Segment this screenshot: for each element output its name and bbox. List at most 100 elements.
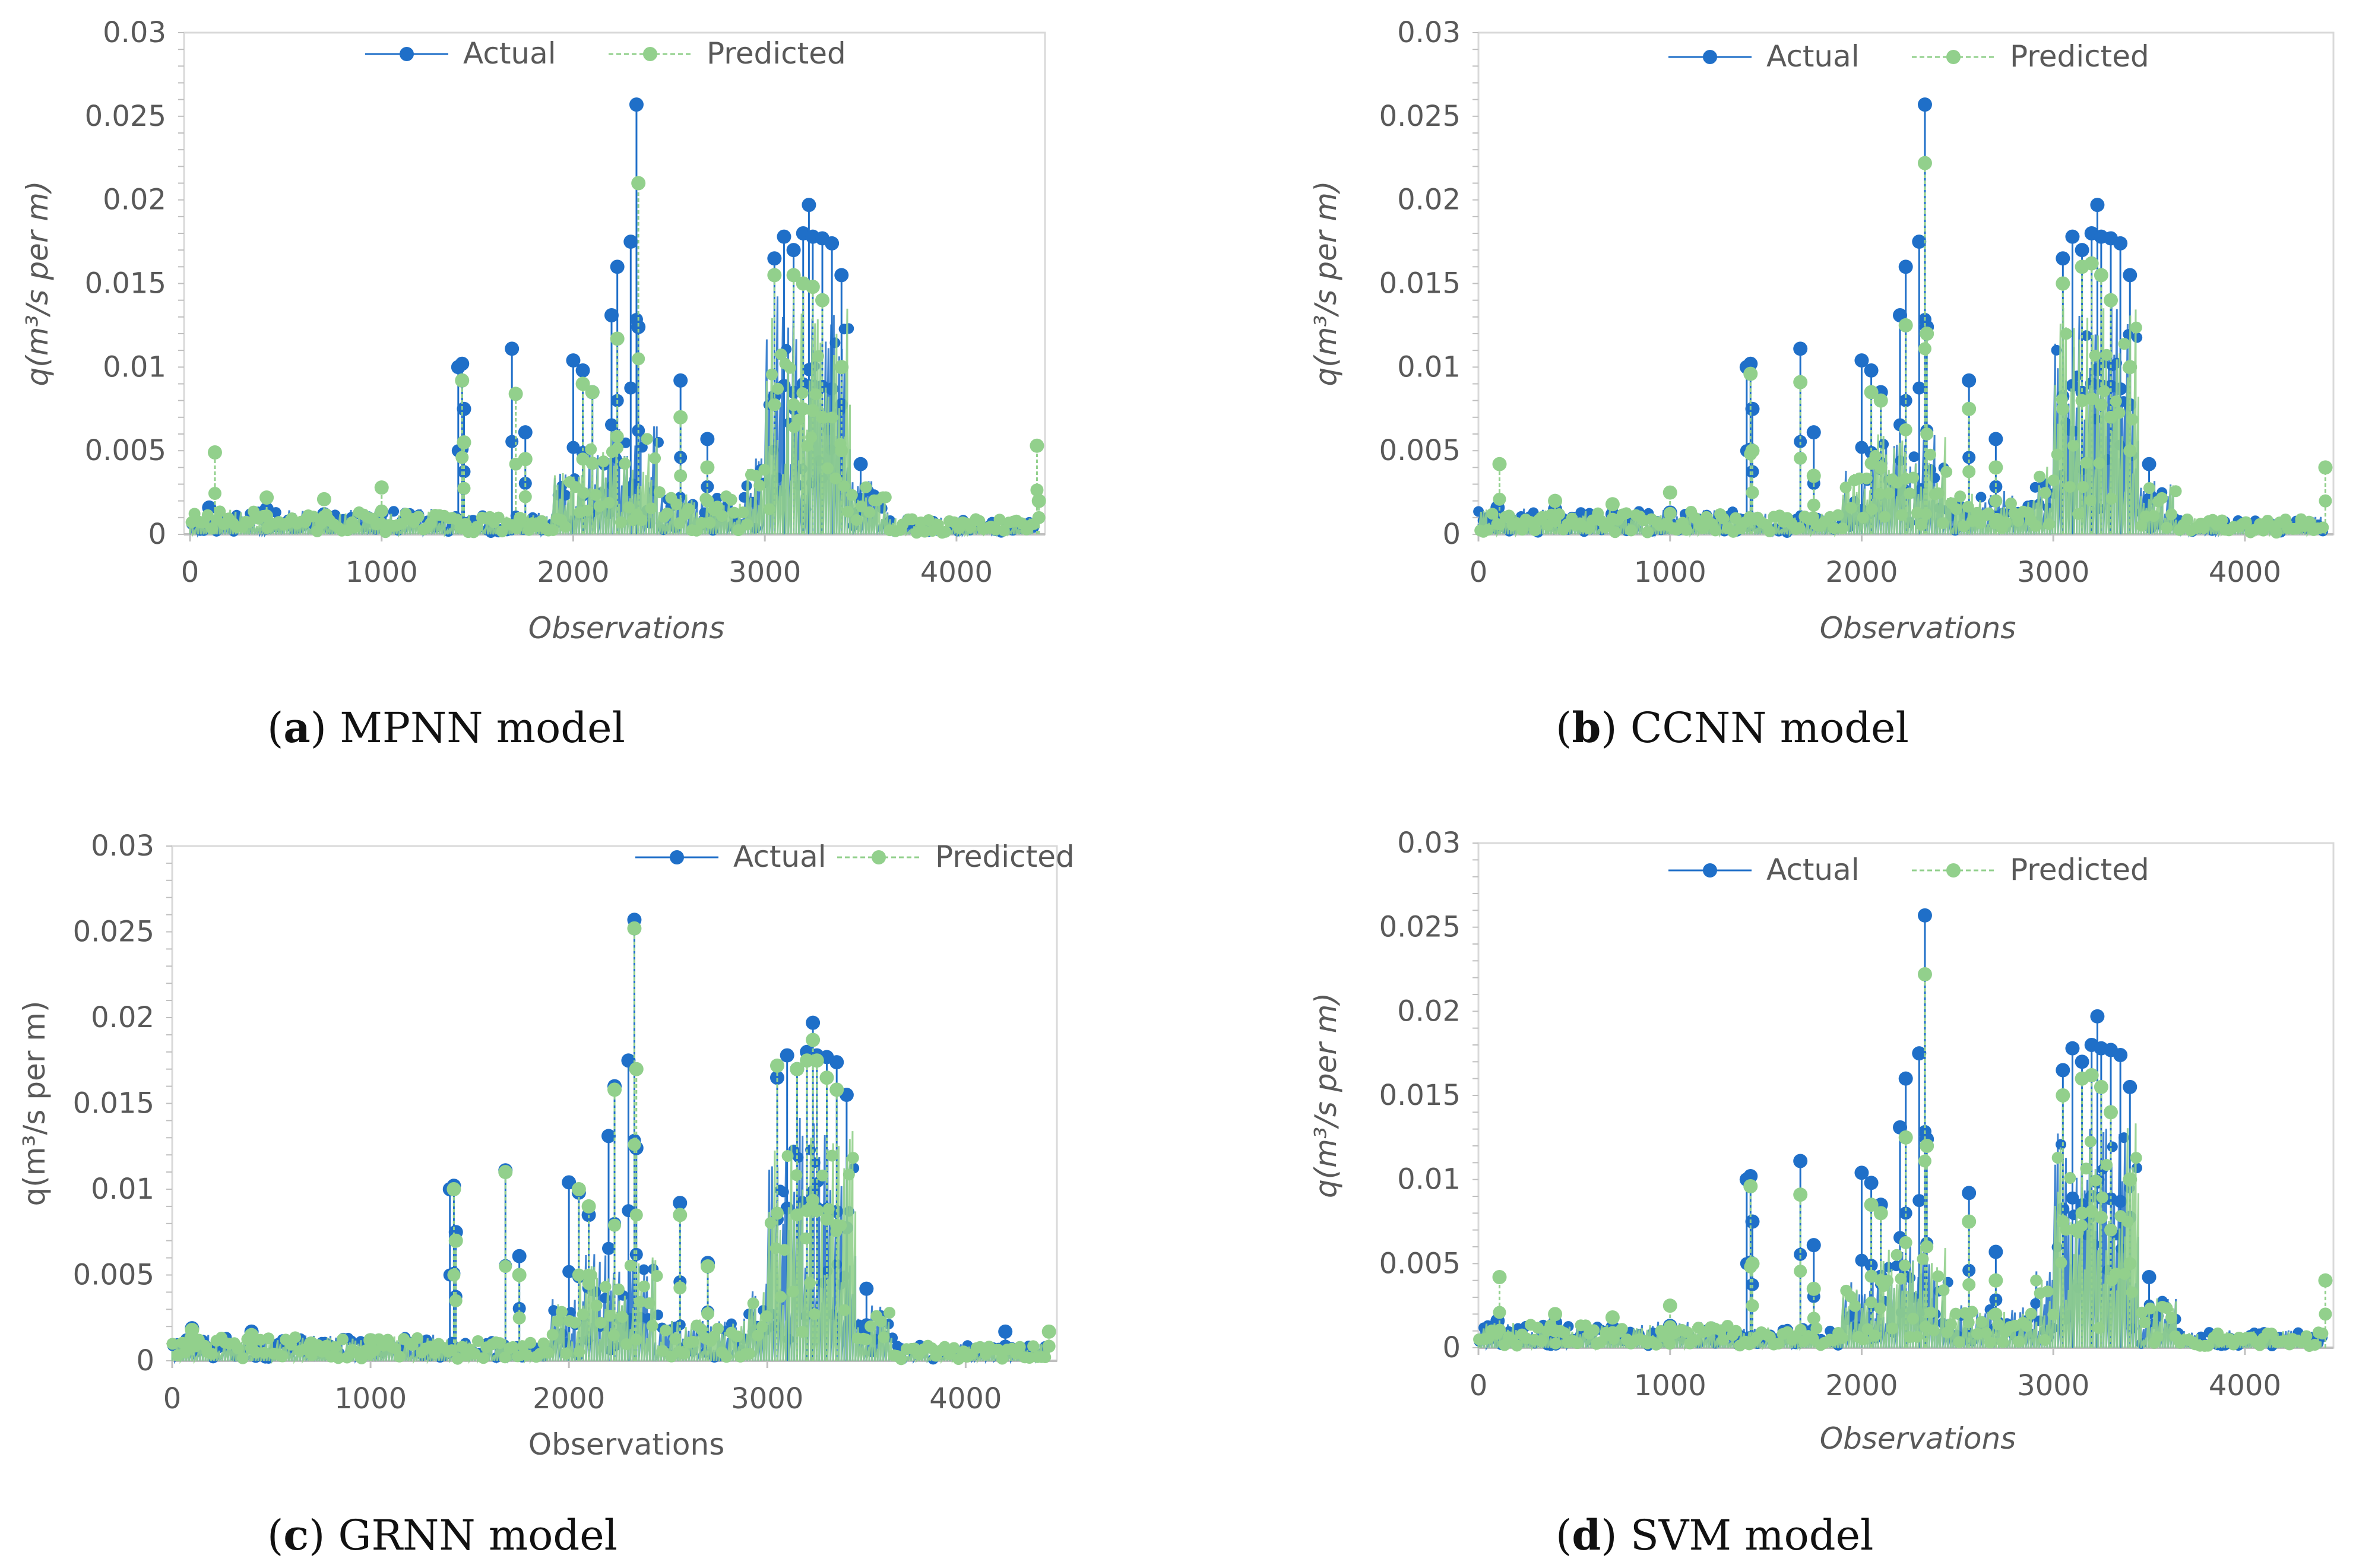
series-point [346,1335,357,1347]
y-tick-label: 0.005 [85,434,166,467]
y-tick-label: 0.01 [1397,350,1461,384]
series-point [520,1349,533,1361]
series-point [778,1244,791,1256]
series-point [731,1330,743,1342]
legend-marker [1946,863,1961,878]
series-peak-point [853,457,868,471]
series-peak-point [2094,1211,2108,1224]
series-point [612,1283,625,1295]
series-point [2093,457,2105,470]
series-point [214,505,226,518]
series-peak-point [1917,908,1932,923]
y-tick-label: 0 [1442,1331,1461,1364]
series-peak-point [2123,444,2137,458]
series-point [307,511,319,523]
series-peak-point [512,1249,527,1263]
series-peak-point [2319,494,2332,508]
series-peak-point [820,1212,834,1226]
series-peak-point [2085,392,2098,406]
series-point [2156,492,2168,504]
series-actual [1474,908,2328,1352]
series-peak-point [1493,492,1506,506]
series-peak-point [1793,375,1808,389]
series-point [1980,1327,1993,1339]
series-peak-point [1745,1256,1760,1271]
series-point [763,503,775,515]
series-peak-point [518,425,533,440]
series-point [429,1347,441,1360]
series-point [1575,507,1586,518]
series-peak-point [364,1344,378,1357]
series-peak-point [2075,243,2089,258]
x-axis-title: Observations [1820,1421,2016,1456]
series-point [560,1347,572,1360]
series-point [860,481,872,493]
series-point [682,503,695,515]
legend-marker [643,47,657,61]
series-point [1997,1336,2009,1348]
series-peak-point [700,460,715,475]
series-point [2004,498,2017,510]
series-point [863,506,876,518]
series-point [1924,448,1936,461]
series-point [645,502,657,515]
series-peak-point [605,418,618,432]
series-peak-point [508,387,523,401]
y-tick-label: 0.02 [103,183,166,217]
legend: Actual Predicted [365,36,846,71]
series-peak-point [610,259,625,274]
y-tick-label: 0.03 [103,16,166,49]
series-peak-point [1912,235,1927,249]
series-point [477,1352,490,1364]
series-peak-point [835,398,848,411]
series-peak-point [2094,268,2108,283]
series-peak-point [770,1070,784,1085]
series-peak-point [2056,1063,2070,1078]
panel-caption: (a) MPNN model [267,703,625,752]
series-point [620,437,631,448]
series-point [2084,1135,2097,1148]
series-point [1836,1332,1849,1344]
series-point [1595,1336,1607,1348]
y-tick-label: 0.005 [1379,434,1461,467]
series-peak-point [2123,1079,2138,1094]
series-peak-point [2075,1054,2089,1069]
series-peak-point [2094,1079,2108,1094]
series-peak-point [1662,1298,1677,1313]
series-point [638,1280,650,1293]
series-point [2056,394,2068,406]
series-peak-point [767,251,782,266]
series-peak-point [674,469,688,483]
x-tick-label: 4000 [2209,556,2281,589]
series-peak-point [375,504,388,518]
series-peak-point [1030,483,1044,497]
series-peak-point [1794,451,1807,465]
series-point [1879,511,1891,523]
series-peak-point [363,1333,378,1348]
series-peak-point [1793,1187,1808,1202]
series-peak-point [770,1058,784,1073]
series-point [2021,1320,2033,1332]
series-point [1516,524,1528,536]
panel-caption: (c) GRNN model [267,1510,618,1560]
series-peak-point [2065,1041,2080,1056]
series-point [1014,1341,1026,1353]
series-peak-point [1917,97,1932,112]
series-peak-point [1873,393,1888,408]
x-tick-label: 3000 [731,1382,803,1415]
series-peak-point [1793,1154,1808,1168]
series-point [822,462,834,474]
series-peak-point [244,1328,259,1342]
series-peak-point [317,510,331,524]
series-peak-point [1854,353,1869,368]
series-peak-point [1988,432,2003,446]
series-point [2043,518,2056,530]
series-point [1772,1337,1785,1350]
series-peak-point [2123,360,2138,375]
series-point [1874,1302,1886,1314]
series-point [1950,503,1962,515]
series-point [864,1320,877,1332]
series-point [332,1352,344,1364]
series-peak-point [624,381,638,395]
series-peak-point [1807,498,1820,512]
